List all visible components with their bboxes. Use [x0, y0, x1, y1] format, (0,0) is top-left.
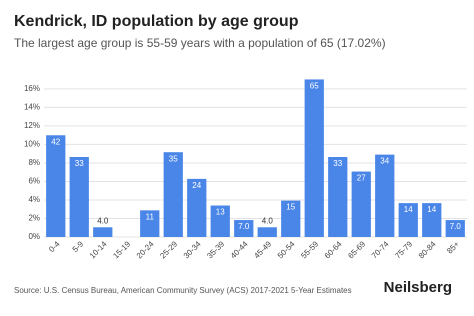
bar: [140, 210, 160, 237]
bar: [328, 157, 348, 237]
bar: [445, 220, 465, 237]
data-label: 7.0: [450, 222, 462, 231]
x-tick-label: 50-54: [276, 239, 297, 260]
x-tick-label: 5-9: [71, 239, 86, 254]
bar: [187, 178, 207, 237]
data-label: 35: [169, 154, 178, 163]
bar: [234, 220, 254, 237]
x-tick-label: 35-39: [205, 239, 226, 260]
x-tick-label: 65-69: [346, 239, 367, 260]
x-tick-label: 55-59: [299, 239, 320, 260]
bar: [69, 157, 89, 237]
x-tick-label: 60-64: [323, 239, 344, 260]
data-label: 13: [216, 208, 225, 217]
data-label: 33: [75, 159, 84, 168]
x-tick-label: 40-44: [229, 239, 250, 260]
chart-subtitle: The largest age group is 55-59 years wit…: [14, 36, 386, 50]
data-label: 33: [333, 159, 342, 168]
y-tick-label: 8%: [28, 158, 40, 167]
data-label: 42: [51, 137, 60, 146]
data-label: 14: [427, 205, 436, 214]
data-label: 34: [380, 157, 389, 166]
bar: [93, 227, 113, 237]
x-tick-label: 0-4: [47, 239, 62, 254]
y-tick-label: 16%: [24, 84, 40, 93]
y-tick-label: 14%: [24, 103, 40, 112]
y-tick-label: 2%: [28, 214, 40, 223]
bar: [257, 227, 277, 237]
bar: [210, 205, 230, 237]
source: Source: U.S. Census Bureau, American Com…: [14, 286, 352, 295]
data-label: 65: [310, 82, 319, 91]
bar: [46, 135, 66, 237]
x-tick-label: 30-34: [182, 239, 203, 260]
data-label: 11: [146, 212, 155, 221]
x-tick-label: 85+: [445, 239, 461, 255]
x-tick-label: 70-74: [370, 239, 391, 260]
x-tick-label: 80-84: [417, 239, 438, 260]
x-tick-label: 25-29: [158, 239, 179, 260]
x-tick-label: 15-19: [111, 239, 132, 260]
data-label: 4.0: [97, 216, 109, 225]
bar: [163, 152, 183, 237]
x-tick-label: 10-14: [88, 239, 109, 260]
y-tick-label: 6%: [28, 177, 40, 186]
bar: [304, 79, 324, 238]
chart-title: Kendrick, ID population by age group: [14, 13, 299, 30]
bar: [375, 154, 395, 237]
data-label: 24: [192, 181, 201, 190]
data-label: 27: [357, 174, 366, 183]
bar: [398, 203, 418, 237]
data-label: 14: [404, 205, 413, 214]
y-tick-label: 10%: [24, 140, 40, 149]
data-label: 15: [286, 203, 295, 212]
y-tick-label: 0%: [28, 232, 40, 241]
bar: [422, 203, 442, 237]
y-tick-label: 4%: [28, 195, 40, 204]
x-tick-label: 45-49: [252, 239, 273, 260]
y-tick-label: 12%: [24, 121, 40, 130]
bar: [281, 200, 301, 237]
brand-logo: Neilsberg: [384, 279, 452, 296]
x-tick-label: 20-24: [135, 239, 156, 260]
x-tick-label: 75-79: [393, 239, 414, 260]
bar: [351, 171, 371, 237]
data-label: 7.0: [238, 222, 250, 231]
data-label: 4.0: [262, 216, 274, 225]
